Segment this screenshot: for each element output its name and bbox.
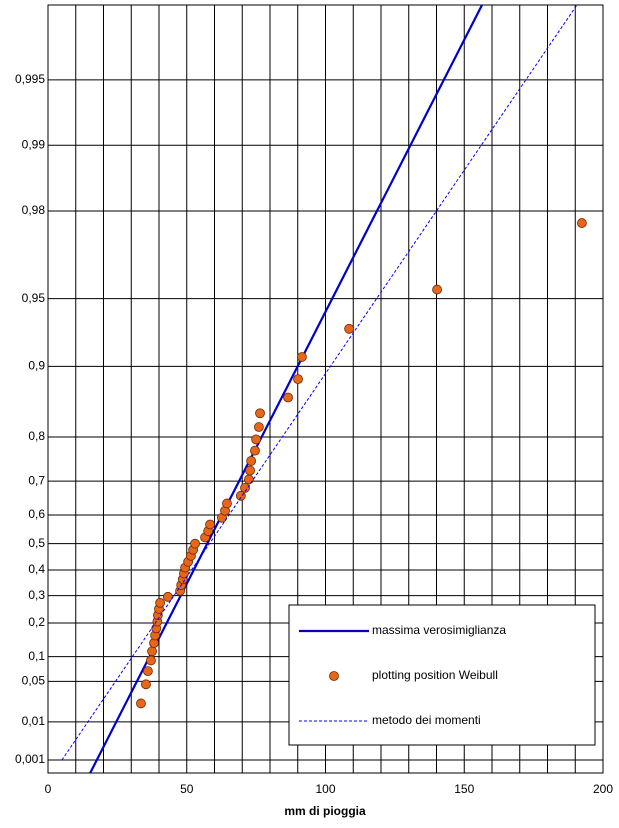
data-point	[255, 408, 265, 419]
y-tick-label: 0,4	[28, 562, 45, 576]
data-point	[235, 490, 246, 501]
data-point	[222, 498, 232, 509]
y-tick-label: 0,001	[15, 752, 45, 766]
y-tick-label: 0,95	[22, 291, 46, 305]
data-point	[577, 218, 587, 228]
data-point	[283, 392, 293, 403]
data-point	[251, 434, 262, 445]
data-point	[253, 422, 264, 432]
legend-label: metodo dei momenti	[372, 713, 481, 727]
data-point	[297, 352, 307, 362]
data-point	[250, 445, 260, 456]
x-axis-title: mm di pioggia	[284, 804, 366, 818]
data-point	[162, 591, 173, 602]
data-point	[136, 698, 146, 709]
data-point	[141, 679, 151, 690]
data-point	[244, 474, 254, 485]
data-point	[344, 323, 354, 334]
y-tick-label: 0,1	[28, 649, 45, 663]
data-point	[146, 655, 156, 666]
data-point	[147, 646, 157, 657]
data-point	[240, 482, 250, 493]
x-tick-label: 150	[454, 782, 474, 796]
y-tick-label: 0,05	[22, 674, 46, 688]
y-tick-label: 0,5	[28, 536, 45, 550]
legend-label: massima verosimiglianza	[372, 623, 506, 637]
data-point	[155, 597, 166, 608]
legend-label: plotting position Weibull	[372, 668, 498, 682]
data-point	[246, 456, 257, 466]
legend-swatch	[329, 671, 339, 681]
data-point	[142, 666, 153, 677]
y-tick-label: 0,99	[22, 137, 46, 151]
x-tick-label: 100	[315, 782, 335, 796]
y-tick-label: 0,6	[28, 507, 45, 521]
x-tick-label: 50	[180, 782, 194, 796]
plot-border	[47, 4, 604, 774]
y-tick-label: 0,9	[28, 359, 45, 373]
data-point	[205, 519, 215, 530]
x-tick-label: 200	[593, 782, 613, 796]
y-tick-label: 0,98	[22, 203, 46, 217]
plot-area	[61, 5, 587, 773]
data-point	[190, 538, 200, 549]
y-tick-label: 0,7	[28, 473, 45, 487]
y-tick-label: 0,01	[22, 714, 46, 728]
y-tick-label: 0,3	[28, 588, 45, 602]
y-tick-label: 0,8	[28, 429, 45, 443]
y-tick-label: 0,995	[15, 72, 45, 86]
data-point	[245, 465, 255, 476]
legend-box	[288, 604, 596, 746]
data-point	[432, 284, 442, 295]
series-line	[61, 5, 578, 761]
y-tick-label: 0,2	[28, 615, 45, 629]
data-point	[293, 374, 303, 385]
x-tick-label: 0	[45, 782, 52, 796]
